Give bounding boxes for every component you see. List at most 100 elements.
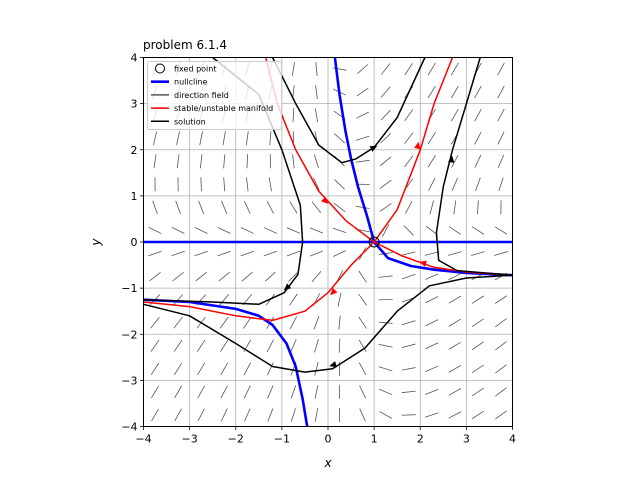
direction-segment — [403, 225, 414, 236]
direction-segment — [246, 177, 249, 192]
direction-segment — [471, 295, 485, 304]
legend-label: fixed point — [174, 65, 216, 74]
y-tick-label: −4 — [121, 421, 137, 434]
direction-segment — [471, 364, 484, 374]
direction-segment — [448, 411, 462, 419]
direction-segment — [379, 411, 392, 419]
direction-segment — [289, 316, 298, 330]
solution-curve — [271, 57, 426, 164]
direction-segment — [311, 201, 322, 214]
direction-segment — [198, 200, 205, 215]
direction-segment — [311, 271, 322, 283]
direction-segment — [450, 108, 459, 122]
direction-segment — [380, 156, 392, 167]
direction-segment — [268, 177, 272, 192]
direction-segment — [223, 154, 226, 169]
direction-segment — [358, 270, 367, 283]
legend: fixed point nullcline direction field stabl… — [147, 61, 282, 130]
direction-segment — [223, 177, 226, 192]
direction-segment — [427, 62, 436, 76]
direction-segment — [244, 408, 251, 422]
legend-box — [147, 61, 282, 130]
y-tick-label: −3 — [121, 374, 137, 387]
direction-segment — [474, 154, 482, 168]
direction-segment — [355, 135, 370, 141]
direction-segment — [453, 200, 457, 215]
x-tick-label: 3 — [463, 433, 470, 446]
direction-segment — [425, 273, 439, 280]
direction-segment — [497, 108, 505, 122]
direction-segment — [267, 408, 274, 422]
trajectory-arrowhead — [329, 361, 337, 368]
direction-segment — [291, 62, 295, 76]
direction-segment — [495, 318, 507, 328]
direction-segment — [474, 85, 482, 99]
direction-segment — [401, 273, 416, 280]
direction-segment — [150, 316, 160, 329]
direction-segment — [309, 227, 324, 234]
direction-segment — [494, 295, 507, 304]
direction-segment — [290, 385, 297, 399]
y-axis-label: y — [89, 238, 103, 247]
y-tick-label: 0 — [131, 236, 138, 249]
direction-segment — [358, 339, 367, 353]
direction-segment — [475, 177, 481, 192]
direction-segment — [471, 341, 484, 351]
direction-segment — [199, 131, 203, 146]
direction-segment — [221, 200, 228, 215]
direction-segment — [240, 250, 255, 257]
trajectory-arrowhead — [369, 145, 378, 152]
direction-segment — [358, 316, 367, 329]
direction-segment — [448, 318, 462, 327]
nullcline-curve — [143, 298, 309, 427]
direction-segment — [404, 62, 413, 76]
direction-segment — [263, 227, 277, 234]
x-tick-label: −3 — [182, 433, 198, 446]
y-tick-label: 2 — [131, 144, 138, 157]
direction-segment — [197, 362, 206, 376]
fixed-point-marker — [368, 236, 380, 248]
direction-segment — [175, 200, 181, 215]
direction-segment — [315, 62, 318, 77]
direction-segment — [315, 85, 318, 100]
y-tick-label: −1 — [121, 282, 137, 295]
direction-segment — [286, 227, 300, 234]
direction-segment — [381, 63, 391, 75]
direction-segment — [267, 362, 274, 376]
direction-segment — [152, 200, 158, 215]
direction-segment — [176, 154, 180, 169]
direction-segment — [378, 366, 393, 372]
trajectory-arrowhead — [283, 283, 292, 291]
direction-segment — [425, 342, 439, 350]
direction-segment — [153, 154, 157, 169]
direction-segment — [474, 131, 482, 145]
direction-segment — [378, 344, 393, 348]
direction-segment — [217, 250, 231, 257]
direction-segment — [448, 388, 462, 396]
direction-segment — [494, 251, 508, 256]
direction-segment — [356, 87, 369, 97]
direction-segment — [171, 227, 185, 234]
direction-segment — [379, 388, 393, 396]
direction-segment — [313, 177, 320, 191]
direction-segment — [401, 367, 416, 371]
direction-segment — [289, 201, 298, 214]
direction-segment — [313, 154, 319, 169]
direction-segment — [241, 271, 253, 282]
x-tick-label: 2 — [417, 433, 424, 446]
direction-segment — [171, 250, 185, 257]
direction-segment — [471, 226, 485, 235]
direction-segment — [405, 201, 413, 214]
direction-segment — [174, 385, 182, 399]
direction-segment — [380, 133, 392, 144]
direction-segment — [334, 133, 346, 144]
direction-segment — [217, 227, 231, 234]
direction-segment — [286, 250, 301, 257]
direction-segment — [243, 200, 251, 214]
manifold-curve — [373, 57, 454, 243]
direction-field — [148, 62, 508, 422]
x-tick-label: 0 — [325, 433, 332, 446]
direction-segment — [174, 362, 183, 375]
direction-segment — [243, 316, 252, 329]
